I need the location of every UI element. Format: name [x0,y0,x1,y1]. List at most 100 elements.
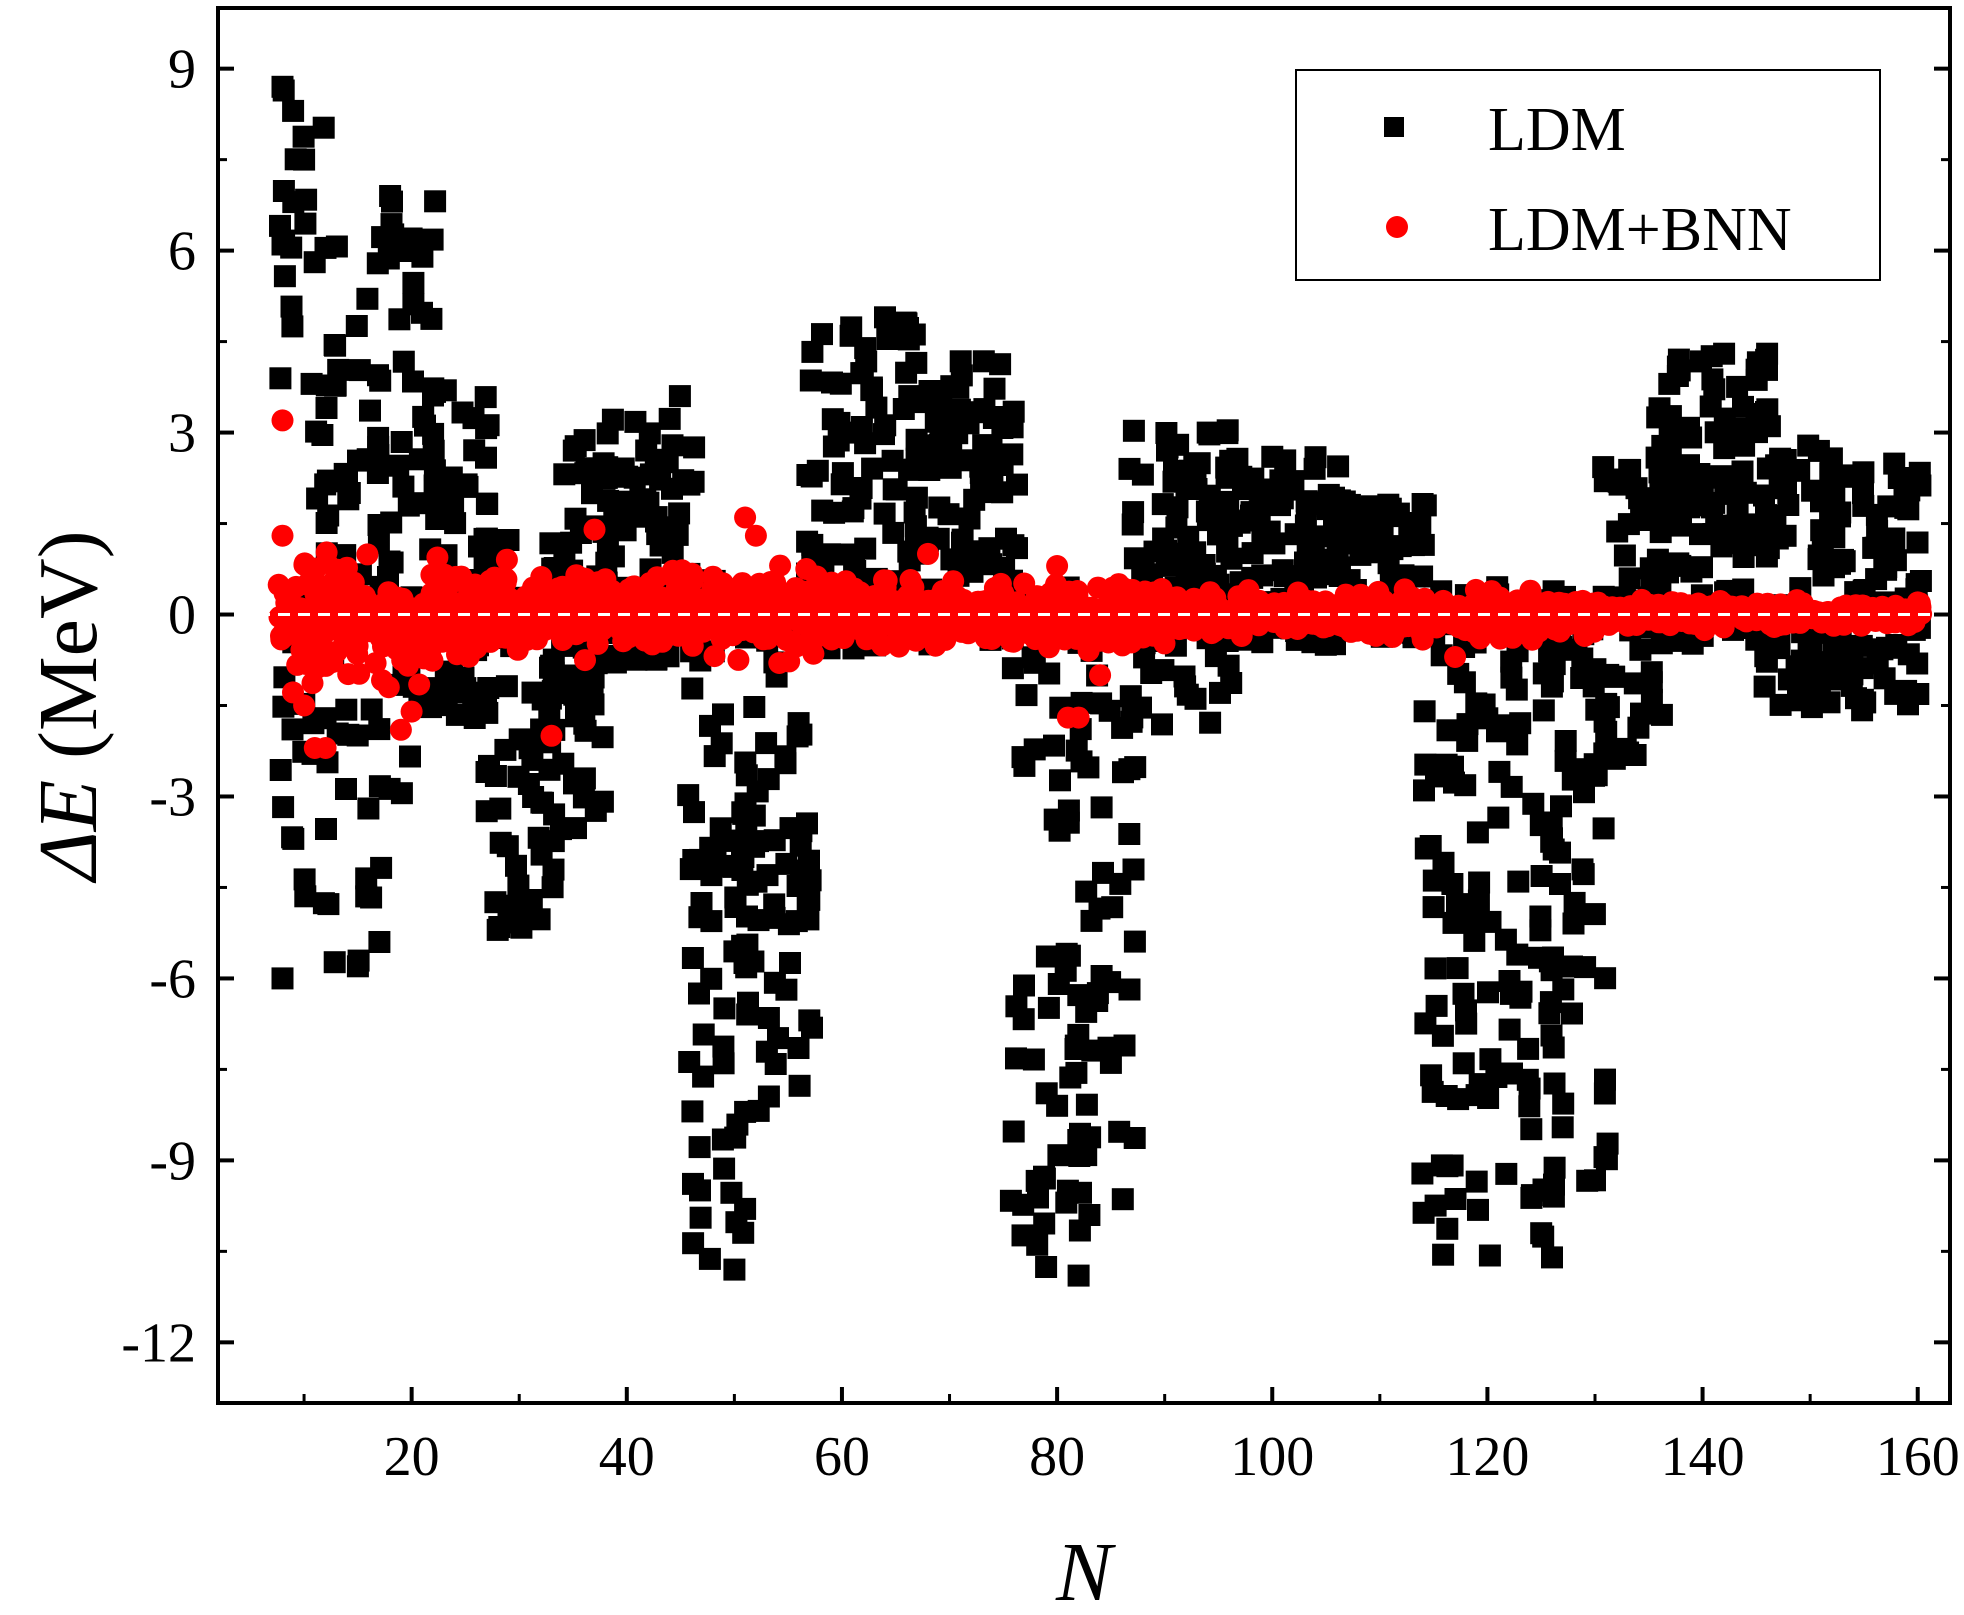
ldm-point [796,812,818,835]
ldm-point [798,888,821,911]
ldm-point [1023,738,1046,761]
ldm-point [638,422,661,445]
ldm-point [692,1065,715,1088]
ldm-point [1453,671,1476,694]
ldm-point [1726,499,1749,522]
ldm-point [508,911,531,934]
ldm-point [1529,905,1552,928]
ldm-point [474,386,497,409]
ldm-point [1033,1212,1056,1235]
ldm-point [280,295,303,318]
ldm-point [1113,1034,1136,1057]
ldm-point [1777,494,1800,516]
ldm-point [359,399,381,422]
ldm-point [1592,817,1615,840]
ldm-point [1001,443,1024,466]
ldm-point [591,726,614,749]
ldm-point [273,265,296,288]
ldm-point [505,854,527,877]
ldm-point [1477,1087,1500,1109]
ldm-point [668,385,691,408]
ldm-point [552,752,575,775]
ldm-point [370,856,393,879]
ldm-point [1627,716,1650,739]
ldm-point [402,370,424,393]
ldm-point [1333,490,1356,513]
x-tick-label: 80 [1029,1426,1085,1488]
ldm-point [1226,447,1249,470]
ldm-point [1549,841,1571,864]
ldm-point [700,967,723,990]
ldm-point [345,315,368,337]
y-tick-label: -9 [149,1130,196,1192]
ldm-point [473,527,496,550]
ldm-point [281,315,304,338]
ldm-point [737,991,759,1014]
ldm-point [700,910,723,933]
ldm-point [424,190,447,213]
ldm-point [518,737,541,760]
ldm-point [1594,1068,1616,1091]
ldm-point [831,462,854,485]
x-tick-label: 20 [384,1426,440,1488]
ldm-point [1409,512,1432,534]
ldm-point [1444,1188,1467,1210]
legend-marker-ldm-bnn [1386,216,1408,238]
ldm-point [1327,455,1350,478]
x-tick-label: 100 [1230,1426,1314,1488]
ldm-point [1467,1198,1489,1221]
ldm-point [1077,756,1100,779]
legend-box [1295,69,1881,281]
ldm-point [1446,957,1469,980]
ldm-point [1447,1088,1470,1111]
ldm-point [399,745,421,768]
ldm-point [1595,692,1618,715]
ldm-point [905,351,928,374]
ldm-point [497,894,520,917]
ldm-point [1411,1162,1434,1185]
ldm-point [1550,795,1572,818]
ldm-point [1506,733,1529,756]
ldm-point [325,235,348,258]
ldm-point [335,778,357,800]
ldm-point [1196,421,1219,444]
ldm-bnn-point [917,542,939,565]
ldm-bnn-point [703,645,726,668]
ldm-point [1908,461,1931,484]
ldm-point [1294,514,1317,537]
ldm-point [1123,1127,1146,1149]
ldm-point [1540,675,1563,698]
ldm-point [1099,971,1122,994]
ldm-point [937,503,960,526]
ldm-point [1130,696,1152,719]
x-tick-label: 140 [1661,1426,1745,1488]
ldm-bnn-point [426,546,449,569]
ldm-point [1479,1048,1502,1071]
ldm-point [402,271,425,294]
ldm-point [356,287,379,310]
ldm-point [380,213,403,236]
ldm-point [1414,494,1437,517]
ldm-bnn-point [314,737,337,759]
ldm-point [1479,910,1502,933]
ldm-point [1038,662,1061,685]
ldm-point [346,724,369,747]
ldm-point [989,353,1012,376]
ldm-point [681,677,704,700]
ldm-point [666,523,689,546]
y-tick-label: 9 [168,39,196,101]
ldm-point [1005,1047,1027,1070]
ldm-point [1574,956,1597,979]
ldm-point [1701,368,1724,391]
ldm-point [1446,893,1468,916]
ldm-point [1131,463,1154,486]
ldm-point [681,947,704,969]
x-axis-title: N [1055,1526,1116,1615]
ldm-point [312,892,335,915]
ldm-point [689,1206,712,1229]
ldm-point [271,233,294,256]
ldm-point [1543,653,1566,676]
ldm-point [692,1023,715,1046]
ldm-point [1623,672,1646,695]
